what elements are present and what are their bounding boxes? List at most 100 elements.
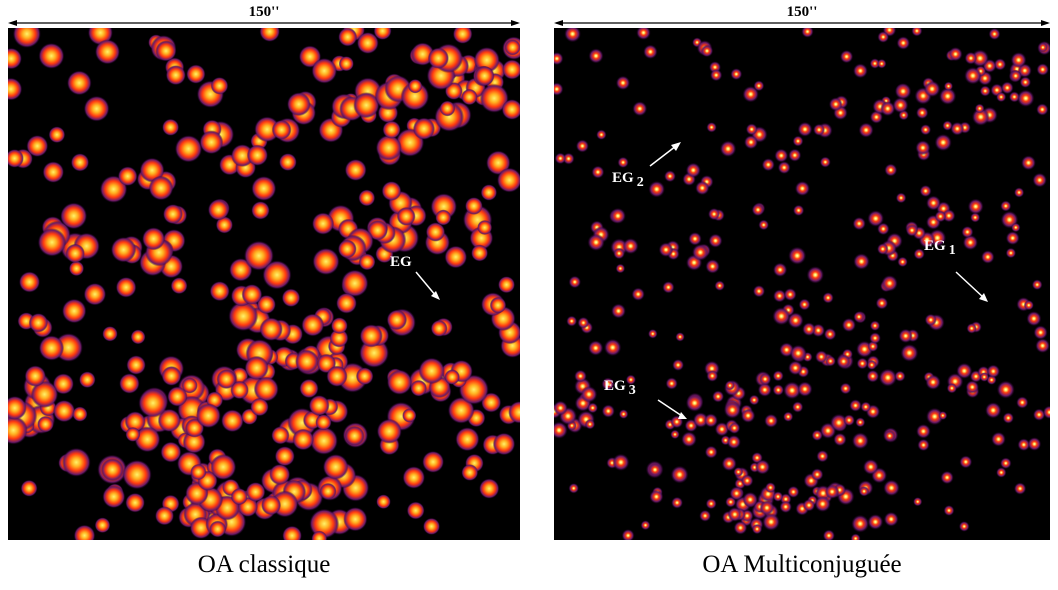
star (787, 312, 804, 329)
star (940, 470, 954, 485)
star (322, 454, 349, 480)
star (742, 86, 759, 103)
star (230, 380, 249, 400)
star (422, 451, 444, 473)
star (461, 464, 479, 481)
star (61, 447, 91, 477)
star (588, 340, 604, 356)
star (301, 313, 325, 337)
star (115, 277, 137, 298)
star (966, 323, 977, 334)
star (723, 401, 741, 419)
star (1021, 155, 1036, 171)
star (706, 122, 717, 133)
star (580, 386, 598, 403)
star (134, 426, 161, 453)
star (911, 28, 923, 37)
star (259, 317, 283, 341)
star (913, 248, 925, 260)
star (138, 388, 168, 418)
star (8, 47, 22, 70)
star (250, 397, 269, 417)
star (479, 83, 509, 113)
annotation-eg2-label: EG (612, 170, 634, 186)
star (8, 149, 24, 168)
star (621, 529, 635, 540)
star (430, 320, 448, 337)
star (880, 101, 896, 117)
star (819, 156, 831, 168)
star (42, 161, 64, 183)
star (705, 498, 717, 510)
star (367, 220, 388, 241)
star (742, 491, 758, 508)
star (554, 82, 564, 96)
star (670, 465, 689, 484)
star (38, 335, 65, 361)
star (883, 511, 899, 527)
star (241, 284, 263, 305)
star (744, 135, 758, 150)
star (160, 441, 182, 463)
star (996, 91, 1007, 103)
star (196, 403, 221, 428)
star (95, 39, 120, 65)
star (497, 167, 520, 193)
star (783, 381, 801, 400)
star (474, 65, 495, 86)
star (209, 520, 227, 538)
star (729, 486, 744, 501)
star (337, 239, 357, 259)
star (881, 275, 898, 292)
star (425, 222, 446, 242)
star (326, 365, 348, 387)
star (344, 159, 367, 181)
star (710, 69, 723, 82)
star (1023, 300, 1034, 311)
star (897, 256, 908, 268)
star (587, 233, 605, 251)
star (752, 285, 766, 298)
star (408, 79, 423, 94)
star (418, 357, 445, 385)
star (991, 431, 1006, 447)
star (186, 64, 206, 84)
star (833, 432, 847, 447)
star (386, 369, 413, 395)
star (163, 204, 183, 225)
star (794, 181, 810, 196)
star (336, 292, 357, 314)
star (479, 478, 500, 499)
star (681, 431, 697, 448)
star-field-mcao-canvas (554, 28, 1050, 540)
star (125, 492, 145, 513)
star (311, 530, 328, 540)
star (860, 401, 872, 413)
star (693, 412, 709, 428)
star (970, 212, 981, 223)
star (926, 407, 944, 426)
scale-label-left: 150'' (248, 4, 280, 20)
star (142, 227, 166, 251)
star (554, 52, 564, 66)
star (788, 148, 802, 162)
star (758, 219, 769, 231)
star (382, 120, 401, 139)
star (477, 220, 493, 235)
star (308, 395, 330, 416)
star (806, 266, 824, 284)
star (1002, 412, 1014, 424)
star (244, 240, 274, 271)
star (622, 238, 639, 255)
star (764, 413, 778, 428)
star (1010, 52, 1027, 68)
star (985, 402, 1002, 419)
star (774, 148, 789, 163)
star (48, 126, 66, 143)
star (950, 121, 965, 136)
star (102, 326, 118, 342)
star (1005, 247, 1017, 259)
star (355, 367, 374, 386)
star (851, 514, 870, 533)
star (708, 208, 721, 221)
